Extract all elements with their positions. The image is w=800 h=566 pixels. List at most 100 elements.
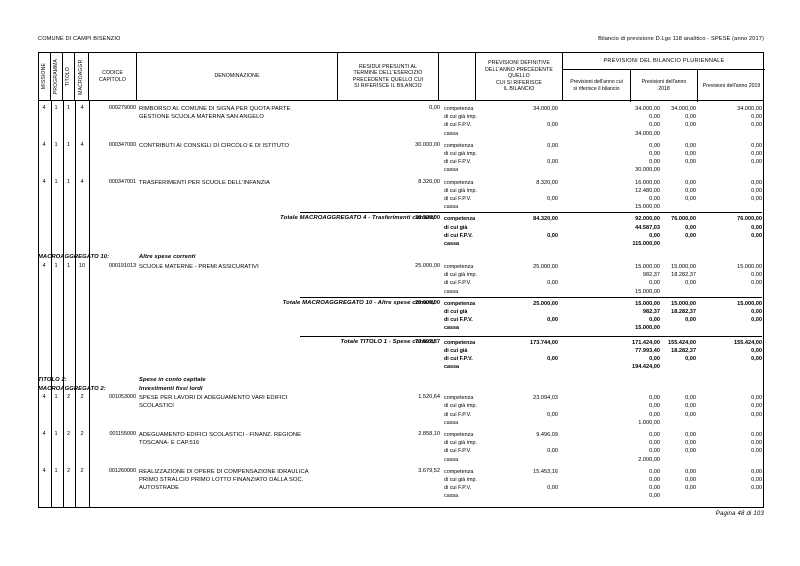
- voce-label: cassa: [444, 130, 459, 137]
- voce-label: cassa: [444, 288, 459, 295]
- voce-label: competenza: [444, 263, 474, 270]
- section-subtitle: Spese in conto capitale: [139, 377, 206, 384]
- cell-anno-riferimento: 0,00: [649, 411, 660, 418]
- cell-previsioni-definitive-totale: 84.320,00: [533, 216, 558, 223]
- col-header-anno-riferimento: Previsioni dell'anno cui si riferisce il…: [563, 70, 631, 102]
- col-header-anno-2018: Previsioni dell'anno 2018: [631, 70, 698, 102]
- cell-missione: 4: [42, 262, 46, 269]
- page-footer: Pagina 48 di 103: [715, 511, 764, 517]
- cell-anno-riferimento: 0,00: [649, 440, 660, 447]
- cell-codice-capitolo: 000279000: [108, 105, 136, 111]
- cell-residui-totale: 73.892,37: [415, 338, 440, 345]
- cell-previsioni-definitive: 0,00: [547, 142, 558, 149]
- cell-residui: 0,00: [429, 105, 440, 111]
- cell-titolo: 2: [66, 431, 71, 437]
- voce-label: di cui F.P.V.: [444, 317, 473, 324]
- cell-previsioni-definitive: 15.453,16: [533, 468, 558, 475]
- cell-previsioni-definitive-totale: 25.000,00: [533, 300, 558, 307]
- voce-label: di cui già: [444, 347, 468, 354]
- total-label: Totale TITOLO 1 - Spese correnti: [340, 338, 435, 345]
- cell-previsioni-definitive: 9.496,09: [536, 432, 558, 438]
- cell-anno-2019: 0,00: [751, 477, 762, 483]
- voce-label: di cui già imp.: [444, 440, 477, 447]
- col-header-missione: MISSIONE: [39, 53, 51, 100]
- cell-anno-riferimento: 0,00: [649, 122, 660, 129]
- cell-titolo: 2: [66, 394, 71, 401]
- cell-anno-2019: 0,00: [751, 395, 762, 402]
- cell-previsioni-definitive: 25.000,00: [533, 263, 558, 270]
- cell-anno-riferimento: 0,00: [649, 196, 660, 202]
- cell-anno-riferimento-totale: 0,00: [649, 317, 660, 324]
- voce-label: cassa: [444, 241, 459, 247]
- voce-label: di cui F.P.V.: [444, 280, 472, 287]
- cell-previsioni-definitive: 0,00: [547, 280, 558, 287]
- cell-anno-2018: 0,00: [685, 122, 696, 129]
- cell-anno-riferimento: 34.000,00: [635, 106, 660, 112]
- cell-anno-2018-totale: 15.000,00: [671, 300, 696, 307]
- cell-anno-2019-totale: 0,00: [751, 308, 762, 315]
- cell-codice-capitolo: 001155000: [109, 431, 136, 437]
- cell-programma: 1: [54, 178, 58, 185]
- col-header-previsioni-definitive: PREVISIONI DEFINITIVE DELL'ANNO PRECEDEN…: [476, 53, 563, 100]
- cell-denominazione: ADEGUAMENTO EDIFICI SCOLASTICI - FINANZ.…: [139, 432, 302, 438]
- cell-anno-2019-totale: 76.000,00: [737, 216, 762, 223]
- total-label: Totale MACROAGGREGATO 10 - Altre spese c…: [282, 299, 435, 306]
- cell-codice-capitolo: 000347000: [108, 141, 136, 148]
- voce-label: di cui F.P.V.: [444, 196, 472, 202]
- cell-anno-2018: 0,00: [685, 179, 696, 186]
- col-header-macroaggregato: MACROAGGR.: [75, 53, 89, 100]
- cell-anno-2018-totale: 0,00: [685, 355, 696, 362]
- cell-anno-riferimento: 30.000,00: [635, 167, 660, 174]
- cell-residui: 2.858,10: [418, 431, 440, 437]
- table-header-band: MISSIONE PROGRAMMA TITOLO MACROAGGR. COD…: [38, 52, 765, 102]
- cell-anno-2018: 0,00: [685, 151, 696, 157]
- cell-previsioni-definitive: 0,00: [547, 448, 558, 455]
- cell-anno-riferimento: 0,00: [649, 280, 660, 287]
- cell-previsioni-definitive-totale: 0,00: [547, 317, 558, 324]
- voce-label: competenza: [444, 106, 474, 112]
- cell-anno-riferimento: 0,00: [649, 159, 660, 166]
- cell-anno-2019: 0,00: [751, 411, 762, 418]
- cell-programma: 1: [54, 105, 58, 111]
- cell-codice-capitolo: 000347001: [108, 178, 136, 185]
- rule-macroaggregato: [89, 101, 90, 507]
- cell-denominazione: AUTOSTRADE: [139, 485, 180, 492]
- cell-anno-2018-totale: 0,00: [685, 317, 696, 324]
- cell-anno-2018-totale: 18.282,37: [671, 347, 696, 354]
- cell-anno-riferimento: 0,00: [649, 485, 660, 492]
- cell-anno-2019: 0,00: [751, 187, 762, 194]
- cell-anno-riferimento: 0,00: [649, 403, 660, 410]
- table-body-frame: [38, 101, 764, 508]
- cell-anno-2019-totale: 0,00: [751, 317, 762, 324]
- cell-denominazione: REALIZZAZIONE DI OPERE DI COMPENSAZIONE …: [139, 468, 309, 475]
- cell-anno-2018: 0,00: [685, 142, 696, 149]
- section-title: MACROAGGREGATO 2:: [38, 385, 106, 392]
- cell-macroaggregato: 2: [80, 431, 84, 437]
- cell-anno-2019: 0,00: [751, 151, 762, 157]
- rule-missione: [51, 101, 52, 507]
- cell-previsioni-definitive: 8.320,00: [536, 179, 558, 186]
- voce-label: di cui F.P.V.: [444, 485, 472, 492]
- cell-anno-2018: 15.000,00: [671, 263, 696, 270]
- cell-residui: 25.000,00: [415, 262, 440, 269]
- cell-anno-riferimento-totale: 194.424,00: [632, 364, 660, 371]
- cell-missione: 4: [42, 467, 46, 474]
- cell-anno-2018-totale: 0,00: [685, 232, 696, 239]
- cell-anno-riferimento: 0,00: [649, 151, 660, 157]
- cell-anno-2019-totale: 0,00: [751, 224, 762, 231]
- voce-label: cassa: [444, 364, 459, 371]
- voce-label: di cui già imp.: [444, 477, 477, 483]
- cell-anno-riferimento: 2.000,00: [638, 456, 660, 463]
- cell-missione: 4: [42, 105, 46, 111]
- cell-anno-2019-totale: 155.424,00: [734, 339, 762, 346]
- cell-anno-2019-totale: 0,00: [751, 347, 762, 354]
- voce-label: di cui già imp.: [444, 151, 477, 157]
- cell-anno-2019: 0,00: [751, 432, 762, 438]
- cell-denominazione: SCOLASTICI: [139, 403, 174, 410]
- cell-anno-2019: 0,00: [751, 440, 762, 447]
- cell-codice-capitolo: 001260000: [108, 467, 136, 474]
- cell-previsioni-definitive: 0,00: [547, 122, 558, 129]
- cell-codice-capitolo: 000191013: [108, 262, 136, 269]
- cell-previsioni-definitive: 0,00: [547, 196, 558, 202]
